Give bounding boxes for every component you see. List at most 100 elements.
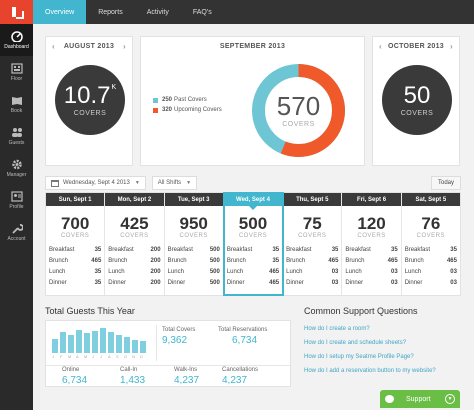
day-column[interactable]: Tue, Sept 3 950 COVERS Breakfast 500 Brunch 50… xyxy=(164,193,224,295)
day-covers-value: 500 xyxy=(238,214,268,233)
meal-count: 03 xyxy=(331,268,339,275)
meal-row: Brunch 465 xyxy=(283,255,341,266)
day-covers-label: COVERS xyxy=(179,233,208,239)
chevron-down-icon: ▼ xyxy=(134,180,140,186)
meal-count: 35 xyxy=(450,246,457,253)
meal-name: Brunch xyxy=(286,257,306,264)
covers-circle: 50 COVERS xyxy=(382,65,452,135)
profile-icon xyxy=(10,190,23,202)
guests-bar xyxy=(108,332,114,353)
meal-count: 465 xyxy=(269,279,280,286)
sidebar: Dashboard Floor Book Guests Manager Profile Ac… xyxy=(0,0,33,410)
nav-item-dashboard[interactable]: Dashboard xyxy=(0,24,33,56)
meal-name: Lunch xyxy=(286,268,303,275)
meal-name: Dinner xyxy=(404,279,423,286)
day-column[interactable]: Sat, Sept 5 76 COVERS Breakfast 35 Brunch 465 L… xyxy=(401,193,460,295)
meal-row: Dinner 03 xyxy=(283,277,341,288)
top-nav: Overview Reports Activity FAQ's xyxy=(33,0,474,24)
meal-name: Dinner xyxy=(226,279,245,286)
next-month-arrow-icon[interactable]: › xyxy=(450,41,453,51)
month-title: SEPTEMBER 2013 xyxy=(219,42,286,50)
date-toolbar: Wednesday, Sept 4 2013 ▼ All Shifts ▼ To… xyxy=(45,175,461,191)
online-label: Online xyxy=(62,367,80,373)
tab-activity[interactable]: Activity xyxy=(146,8,169,16)
guests-bar xyxy=(84,333,90,353)
meal-name: Dinner xyxy=(286,279,304,286)
meal-count: 500 xyxy=(209,268,220,275)
tab-overview[interactable]: Overview xyxy=(33,0,87,24)
guests-bar xyxy=(92,331,98,353)
callin-label: Call-In xyxy=(120,367,138,373)
meal-name: Breakfast xyxy=(108,246,134,253)
meal-count: 500 xyxy=(209,257,220,264)
calendar-icon xyxy=(51,179,59,187)
month-tick-label: O xyxy=(124,354,128,359)
day-column[interactable]: Fri, Sept 6 120 COVERS Breakfast 35 Brunch 465… xyxy=(342,193,402,295)
nav-item-account[interactable]: Account xyxy=(0,216,33,248)
meal-count: 35 xyxy=(272,246,280,253)
prev-month-arrow-icon[interactable]: ‹ xyxy=(52,41,55,51)
nav-item-book[interactable]: Book xyxy=(0,88,33,120)
meal-count: 03 xyxy=(450,268,457,275)
chevron-down-icon: ▼ xyxy=(445,394,455,404)
support-question-link[interactable]: How do I create and schedule sheets? xyxy=(304,340,407,346)
logo[interactable] xyxy=(0,0,33,24)
meal-count: 200 xyxy=(150,279,161,286)
donut-upcoming-arc xyxy=(252,64,345,157)
dashboard-icon xyxy=(10,30,23,42)
chat-icon xyxy=(385,395,394,403)
support-button[interactable]: Support ▼ xyxy=(380,390,460,408)
guests-bar xyxy=(140,341,146,353)
meal-row: Breakfast 35 xyxy=(224,244,282,255)
covers-label: COVERS xyxy=(282,121,315,128)
nav-item-manager[interactable]: Manager xyxy=(0,152,33,184)
donut-chart xyxy=(252,64,345,157)
nav-item-guests[interactable]: Guests xyxy=(0,120,33,152)
support-question-link[interactable]: How do I setup my Seatme Profile Page? xyxy=(304,354,414,360)
month-tick-label: J xyxy=(100,354,102,359)
support-question-link[interactable]: How do I create a room? xyxy=(304,326,370,332)
day-covers-value: 120 xyxy=(357,214,386,233)
meal-row: Brunch 200 xyxy=(105,255,163,266)
meal-name: Dinner xyxy=(49,279,67,286)
date-picker[interactable]: Wednesday, Sept 4 2013 ▼ xyxy=(45,176,146,190)
guests-icon xyxy=(11,127,23,138)
meal-count: 35 xyxy=(94,246,102,253)
meal-name: Dinner xyxy=(167,279,186,286)
month-title: AUGUST 2013 xyxy=(63,42,115,50)
cancellations-stat: Cancellations 4,237 xyxy=(222,367,258,386)
past-swatch xyxy=(153,97,158,103)
meal-name: Brunch xyxy=(108,257,128,264)
support-question-link[interactable]: How do I add a reservation button to my … xyxy=(304,368,436,374)
meal-name: Brunch xyxy=(404,257,424,264)
chevron-right-icon[interactable]: › xyxy=(123,41,126,51)
meal-count: 465 xyxy=(446,257,457,264)
meal-row: Brunch 35 xyxy=(224,255,282,266)
cancellations-value: 4,237 xyxy=(222,375,248,386)
chevron-left-icon[interactable]: ‹ xyxy=(379,41,382,51)
guests-bar xyxy=(116,335,122,353)
meal-name: Lunch xyxy=(108,268,125,275)
day-column[interactable]: Wed, Sept 4 500 COVERS Breakfast 35 Brunch 35 L… xyxy=(222,192,285,296)
meal-row: Brunch 465 xyxy=(46,255,104,266)
today-button[interactable]: Today xyxy=(430,176,461,190)
tab-faqs[interactable]: FAQ's xyxy=(192,8,212,16)
nav-item-label: Dashboard xyxy=(4,43,29,50)
day-column[interactable]: Sun, Sept 1 700 COVERS Breakfast 35 Brunch 465… xyxy=(46,193,106,295)
shift-select[interactable]: All Shifts ▼ xyxy=(151,176,198,190)
covers-suffix: K xyxy=(111,83,117,91)
support-questions: How do I create a room? How do I create a… xyxy=(304,322,436,378)
guests-bar xyxy=(68,335,74,353)
total-reservations-stat: Total Reservations 6,734 xyxy=(218,327,267,346)
meal-name: Lunch xyxy=(404,268,422,275)
tab-reports[interactable]: Reports xyxy=(98,8,123,16)
nav-item-floor[interactable]: Floor xyxy=(0,56,33,88)
day-covers-value: 950 xyxy=(179,214,208,233)
support-title: Common Support Questions xyxy=(304,306,418,316)
day-column[interactable]: Thu, Sept 5 75 COVERS Breakfast 35 Brunch 465 L… xyxy=(283,193,343,295)
day-header: Thu, Sept 5 xyxy=(283,193,342,206)
day-column[interactable]: Mon, Sept 2 425 COVERS Breakfast 200 Brunch 20… xyxy=(105,193,165,295)
nav-item-profile[interactable]: Profile xyxy=(0,184,33,216)
meal-row: Dinner 03 xyxy=(342,277,400,288)
